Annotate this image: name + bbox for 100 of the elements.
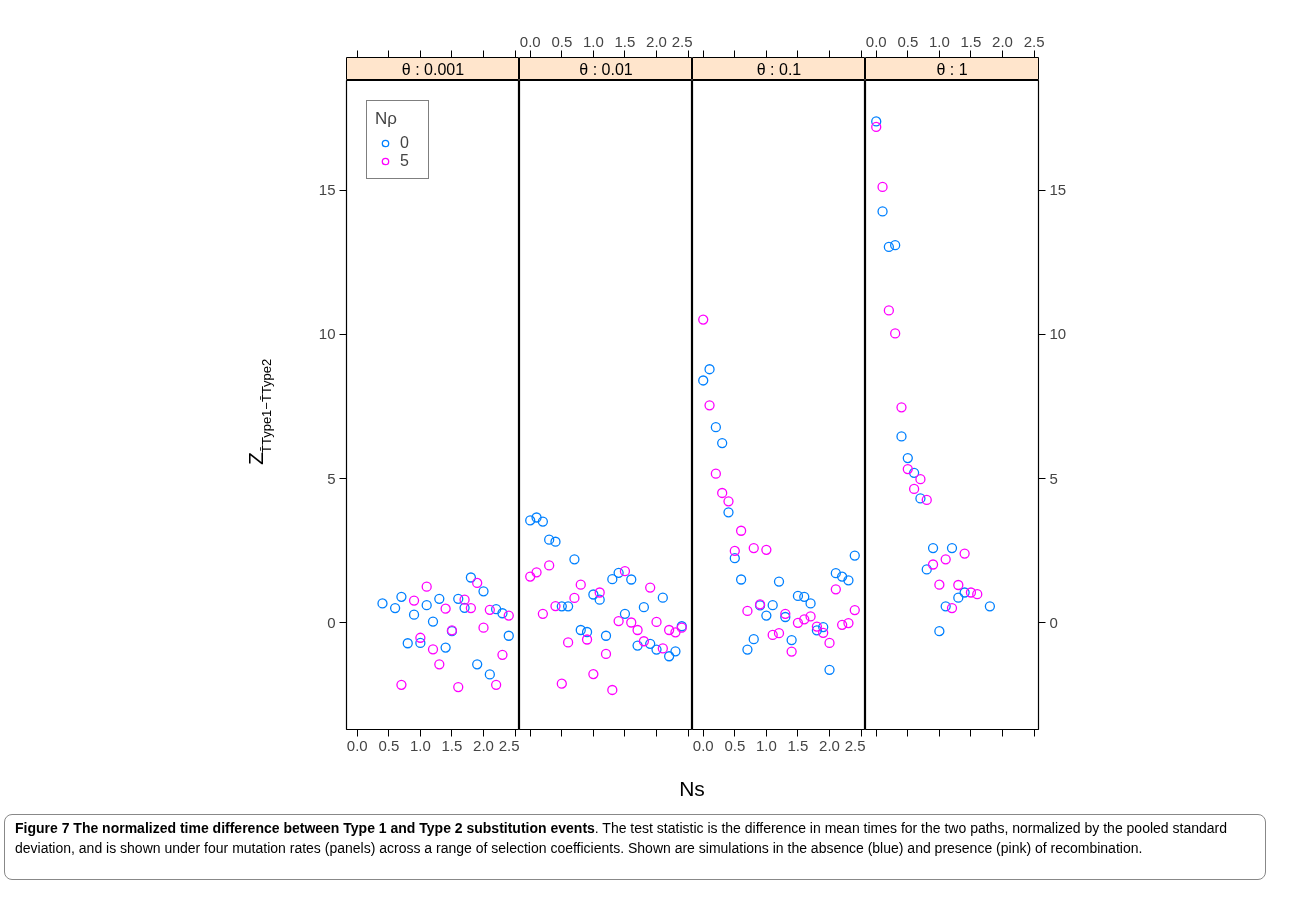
- x-tick-label: 1.0: [928, 32, 950, 50]
- y-tick-label: 5: [1049, 469, 1058, 487]
- point: [465, 572, 477, 583]
- point: [396, 679, 407, 690]
- point: [902, 452, 913, 464]
- point: [663, 651, 675, 662]
- point: [723, 507, 734, 518]
- point: [415, 632, 426, 643]
- point: [698, 375, 709, 386]
- point: [773, 576, 785, 587]
- point: [934, 626, 945, 637]
- chart-title: θ : 0.01: [579, 60, 633, 78]
- point: [440, 642, 451, 653]
- point: [421, 600, 432, 611]
- point: [657, 643, 668, 654]
- point: [818, 621, 829, 633]
- point: [890, 240, 901, 251]
- point: [531, 512, 542, 523]
- point: [421, 581, 432, 592]
- y-tick-label: 5: [327, 469, 336, 487]
- x-tick-label: 2.5: [498, 736, 520, 754]
- point: [843, 617, 854, 629]
- point: [959, 548, 970, 559]
- point: [896, 431, 907, 442]
- point: [953, 592, 964, 603]
- point: [805, 611, 816, 622]
- legend-title: Nρ: [375, 109, 398, 129]
- point: [927, 559, 939, 570]
- point: [946, 542, 958, 554]
- point: [761, 610, 772, 621]
- point: [811, 625, 823, 636]
- point: [940, 554, 951, 565]
- point: [830, 584, 841, 595]
- point: [698, 314, 709, 325]
- point: [550, 536, 561, 547]
- point: [550, 600, 561, 612]
- point: [645, 638, 656, 649]
- point: [607, 684, 618, 696]
- point: [575, 624, 586, 636]
- y-tick-label: 10: [1049, 325, 1067, 343]
- point: [883, 305, 895, 316]
- y-tick-label: 15: [1049, 181, 1067, 199]
- point: [581, 634, 593, 645]
- point: [883, 241, 895, 253]
- point: [490, 679, 502, 690]
- point: [478, 622, 489, 633]
- point: [786, 646, 797, 657]
- point: [472, 659, 483, 670]
- x-tick-label: 0.0: [692, 736, 714, 754]
- point: [562, 637, 574, 648]
- chart-title: θ : 0.1: [756, 60, 802, 78]
- point: [902, 463, 913, 475]
- point: [537, 516, 549, 527]
- point: [915, 473, 926, 485]
- point: [896, 402, 907, 413]
- point: [877, 206, 888, 217]
- x-tick-label: 0.5: [724, 736, 746, 754]
- x-tick-label: 1.5: [614, 32, 636, 50]
- point: [921, 494, 932, 506]
- x-tick-label: 0.0: [865, 32, 887, 50]
- point: [484, 604, 495, 615]
- point: [626, 617, 637, 628]
- point: [588, 668, 599, 680]
- point: [710, 422, 722, 433]
- x-tick-label: 1.5: [787, 736, 809, 754]
- point: [645, 582, 656, 593]
- point: [453, 681, 464, 693]
- point: [569, 554, 580, 565]
- x-tick-label: 2.0: [473, 736, 494, 754]
- point: [767, 600, 778, 611]
- point: [588, 589, 599, 600]
- point: [569, 592, 580, 604]
- point: [402, 638, 413, 649]
- point: [594, 594, 605, 605]
- x-tick-label: 1.5: [960, 32, 982, 50]
- point: [525, 571, 536, 582]
- point: [717, 487, 728, 499]
- point: [632, 640, 643, 651]
- point: [972, 589, 983, 600]
- point: [729, 553, 740, 564]
- point: [613, 615, 624, 627]
- point: [670, 646, 681, 657]
- point: [638, 636, 650, 647]
- point: [537, 608, 549, 619]
- x-tick-label: 2.0: [819, 736, 840, 754]
- y-tick-label: 0: [1049, 613, 1058, 631]
- x-tick-label: 2.5: [1023, 32, 1045, 50]
- point: [742, 644, 753, 655]
- point: [748, 634, 759, 645]
- chart-title: θ : 1: [936, 60, 968, 78]
- point: [965, 587, 977, 598]
- point: [877, 181, 888, 193]
- point: [619, 608, 631, 619]
- point: [792, 617, 804, 628]
- point: [836, 571, 848, 582]
- point: [440, 603, 451, 614]
- point: [704, 400, 715, 411]
- point: [780, 611, 791, 623]
- point: [811, 621, 823, 632]
- point: [792, 590, 804, 602]
